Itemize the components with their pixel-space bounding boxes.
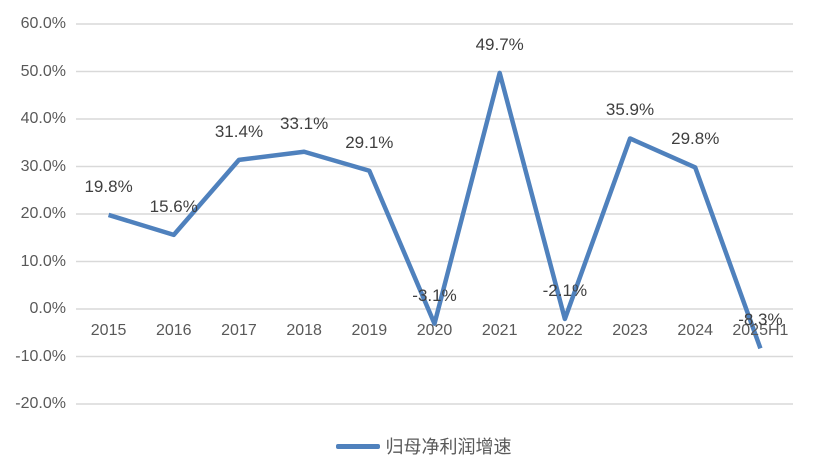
y-axis-tick-label: 0.0%: [29, 300, 66, 317]
x-axis-label: 2017: [221, 322, 257, 339]
data-label: 29.1%: [345, 132, 394, 152]
data-label: 35.9%: [605, 100, 655, 120]
legend: 归母净利润增速: [16, 433, 815, 459]
y-axis-tick-label: 40.0%: [20, 110, 66, 127]
legend-series-label: 归母净利润增速: [385, 437, 512, 457]
x-axis-label: 2022: [547, 322, 583, 339]
y-axis-tick-label: 10.0%: [20, 252, 66, 270]
data-label: 15.6%: [149, 196, 198, 216]
data-label: 31.4%: [214, 121, 264, 141]
series-line: [107, 70, 763, 350]
y-axis-tick-label: 30.0%: [20, 157, 66, 175]
x-axis-label: 2018: [286, 322, 322, 339]
data-label: -8.3%: [738, 310, 783, 330]
data-label: -3.1%: [412, 285, 457, 305]
y-axis-tick-label: -10.0%: [15, 347, 66, 365]
data-label: -2.1%: [542, 280, 588, 300]
data-label: 49.7%: [475, 34, 524, 54]
data-label: 19.8%: [84, 176, 133, 196]
y-axis-tick-label: 60.0%: [20, 15, 66, 32]
y-axis-tick-label: 20.0%: [20, 205, 66, 222]
y-axis-tick-label: -20.0%: [15, 395, 66, 412]
x-axis-label: 2016: [155, 322, 192, 339]
x-axis-label: 2015: [90, 322, 127, 339]
x-axis-label: 2023: [612, 322, 648, 339]
y-axis-tick-label: 50.0%: [20, 62, 66, 80]
x-axis-label: 2021: [481, 322, 518, 339]
legend-line-swatch: [335, 443, 380, 449]
data-label: 29.8%: [671, 129, 720, 149]
x-axis-label: 2025H1: [732, 322, 789, 339]
data-label: 33.1%: [280, 113, 329, 133]
x-axis-label: 2024: [677, 322, 714, 339]
x-axis-label: 2020: [416, 322, 453, 339]
x-axis-label: 2019: [351, 322, 388, 339]
